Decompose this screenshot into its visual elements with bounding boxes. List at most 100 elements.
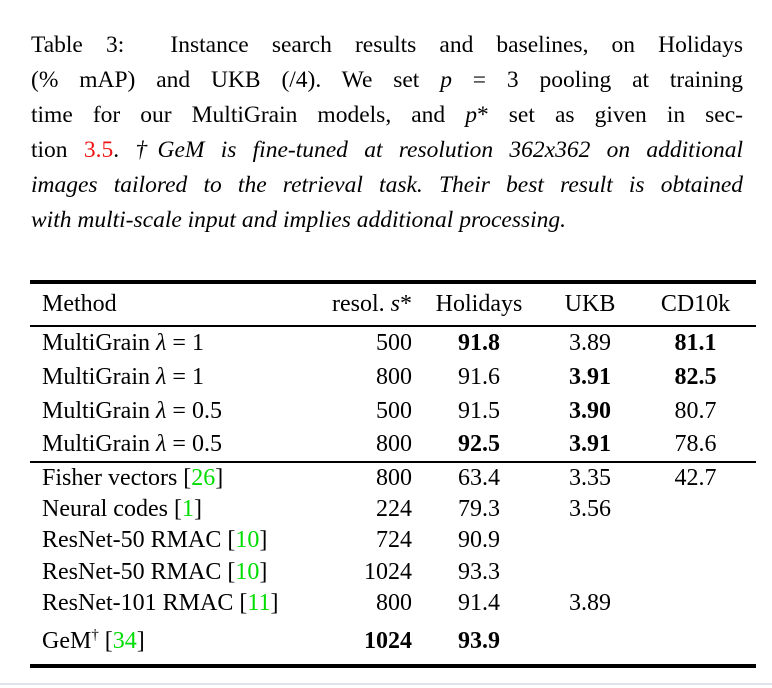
math-var-p: p: [465, 102, 477, 128]
resol-cell: 1024: [364, 628, 412, 654]
math-var-s: s: [390, 291, 400, 317]
cd10k-cell: [635, 494, 756, 526]
method-text: ]: [193, 495, 202, 522]
table-caption: Table 3: Instance search results and bas…: [31, 28, 743, 238]
table-row: GeM† [34] 1024 93.9: [30, 620, 756, 666]
section-ref-link[interactable]: 3.5: [83, 137, 114, 163]
header-text: resol.: [332, 291, 391, 317]
method-text: = 1: [166, 363, 204, 390]
holidays-cell: 91.4: [458, 590, 500, 617]
cd10k-cell: [635, 557, 756, 589]
resol-cell: 500: [376, 330, 412, 356]
holidays-cell: 91.6: [458, 363, 500, 390]
method-cell: MultiGrain λ = 1: [30, 360, 327, 394]
method-text: [: [98, 628, 113, 654]
cd10k-cell: [635, 525, 756, 557]
caption-text: (% mAP) and UKB (/4). We set: [31, 67, 441, 93]
method-text: Neural codes [: [42, 495, 182, 522]
lambda-symbol: λ: [156, 431, 167, 457]
method-text: = 0.5: [166, 431, 222, 457]
resol-cell: 800: [376, 464, 412, 491]
table-row: MultiGrain λ = 0.5 500 91.5 3.90 80.7: [30, 394, 756, 428]
dagger-superscript: †: [91, 627, 99, 643]
table-row: ResNet-50 RMAC [10] 724 90.9: [30, 525, 756, 557]
method-text: MultiGrain: [42, 431, 156, 457]
caption-line-6: with multi-scale input and implies addit…: [31, 203, 743, 238]
holidays-cell: 91.5: [458, 397, 500, 424]
method-text: ]: [259, 558, 268, 585]
citation-link[interactable]: 26: [191, 464, 216, 491]
caption-footnote-text: images tailored to the retrieval task. T…: [31, 172, 743, 198]
table-row: MultiGrain λ = 0.5 800 92.5 3.91 78.6: [30, 428, 756, 462]
holidays-cell: 92.5: [458, 431, 500, 457]
method-cell: Neural codes [1]: [30, 494, 327, 526]
cd10k-cell: [635, 620, 756, 666]
method-text: MultiGrain: [42, 330, 156, 356]
ukb-cell: [545, 620, 635, 666]
ukb-cell: 3.56: [569, 495, 611, 522]
method-cell: Fisher vectors [26]: [30, 462, 327, 494]
cd10k-cell: 81.1: [674, 330, 717, 356]
table-row: ResNet-50 RMAC [10] 1024 93.3: [30, 557, 756, 589]
caption-footnote-text: with multi-scale input and implies addit…: [31, 207, 567, 233]
caption-line-3: time for our MultiGrain models, and p* s…: [31, 98, 743, 133]
method-cell: MultiGrain λ = 0.5: [30, 394, 327, 428]
col-header-holidays: Holidays: [435, 291, 523, 317]
table-row: ResNet-101 RMAC [11] 800 91.4 3.89: [30, 588, 756, 620]
method-text: ]: [259, 527, 268, 554]
table-row: Neural codes [1] 224 79.3 3.56: [30, 494, 756, 526]
ukb-cell: 3.89: [569, 590, 611, 617]
holidays-cell: 90.9: [458, 527, 500, 554]
math-star-superscript: *: [400, 291, 412, 317]
caption-footnote-text: †GeM is fine-tuned at resolution 362x362…: [135, 137, 744, 163]
math-var-p: p: [440, 67, 452, 93]
citation-link[interactable]: 10: [235, 558, 260, 585]
citation-link[interactable]: 34: [112, 628, 137, 654]
holidays-cell: 91.8: [458, 330, 500, 356]
ukb-cell: 3.90: [569, 397, 611, 424]
caption-line-1: Table 3: Instance search results and bas…: [31, 28, 743, 63]
method-text: MultiGrain: [42, 363, 156, 390]
lambda-symbol: λ: [156, 363, 167, 390]
col-header-resol: resol. s*: [327, 282, 413, 326]
method-text: ]: [270, 590, 279, 617]
method-text: Fisher vectors [: [42, 464, 192, 491]
caption-text: = 3 pooling at training: [451, 67, 743, 93]
method-text: MultiGrain: [42, 397, 156, 424]
method-cell: MultiGrain λ = 0.5: [30, 428, 327, 462]
resol-cell: 724: [376, 527, 412, 554]
caption-text: .: [113, 137, 136, 163]
ukb-cell: [545, 557, 635, 589]
col-header-ukb: UKB: [564, 291, 616, 317]
method-cell: GeM† [34]: [30, 620, 327, 666]
method-text: GeM: [42, 628, 92, 654]
col-header-method: Method: [42, 291, 117, 317]
citation-link[interactable]: 11: [247, 590, 271, 617]
citation-link[interactable]: 1: [181, 495, 194, 522]
caption-line-2: (% mAP) and UKB (/4). We set p = 3 pooli…: [31, 63, 743, 98]
ukb-cell: 3.91: [569, 363, 611, 390]
citation-link[interactable]: 10: [235, 527, 260, 554]
instance-search-table: Method resol. s* Holidays UKB CD10k Mult…: [30, 280, 756, 668]
holidays-cell: 93.9: [458, 628, 500, 654]
method-cell: ResNet-50 RMAC [10]: [30, 557, 327, 589]
resol-cell: 500: [376, 397, 412, 424]
holidays-cell: 79.3: [458, 495, 500, 522]
cd10k-cell: 80.7: [674, 397, 717, 424]
caption-line-5: images tailored to the retrieval task. T…: [31, 168, 743, 203]
method-text: ResNet-50 RMAC [: [42, 527, 236, 554]
caption-text: Table 3: Instance search results and bas…: [31, 32, 743, 58]
table-row: MultiGrain λ = 1 800 91.6 3.91 82.5: [30, 360, 756, 394]
method-text: = 0.5: [166, 397, 222, 424]
caption-text: set as given in sec-: [488, 102, 743, 128]
header-row: Method resol. s* Holidays UKB CD10k: [30, 282, 756, 326]
cd10k-cell: [635, 588, 756, 620]
lambda-symbol: λ: [156, 330, 167, 356]
math-star-superscript: *: [476, 102, 489, 128]
table-row: MultiGrain λ = 1 500 91.8 3.89 81.1: [30, 326, 756, 360]
method-text: ]: [215, 464, 224, 491]
method-text: ResNet-50 RMAC [: [42, 558, 236, 585]
ukb-cell: 3.35: [569, 464, 611, 491]
holidays-cell: 93.3: [458, 558, 500, 585]
method-text: ResNet-101 RMAC [: [42, 590, 248, 617]
